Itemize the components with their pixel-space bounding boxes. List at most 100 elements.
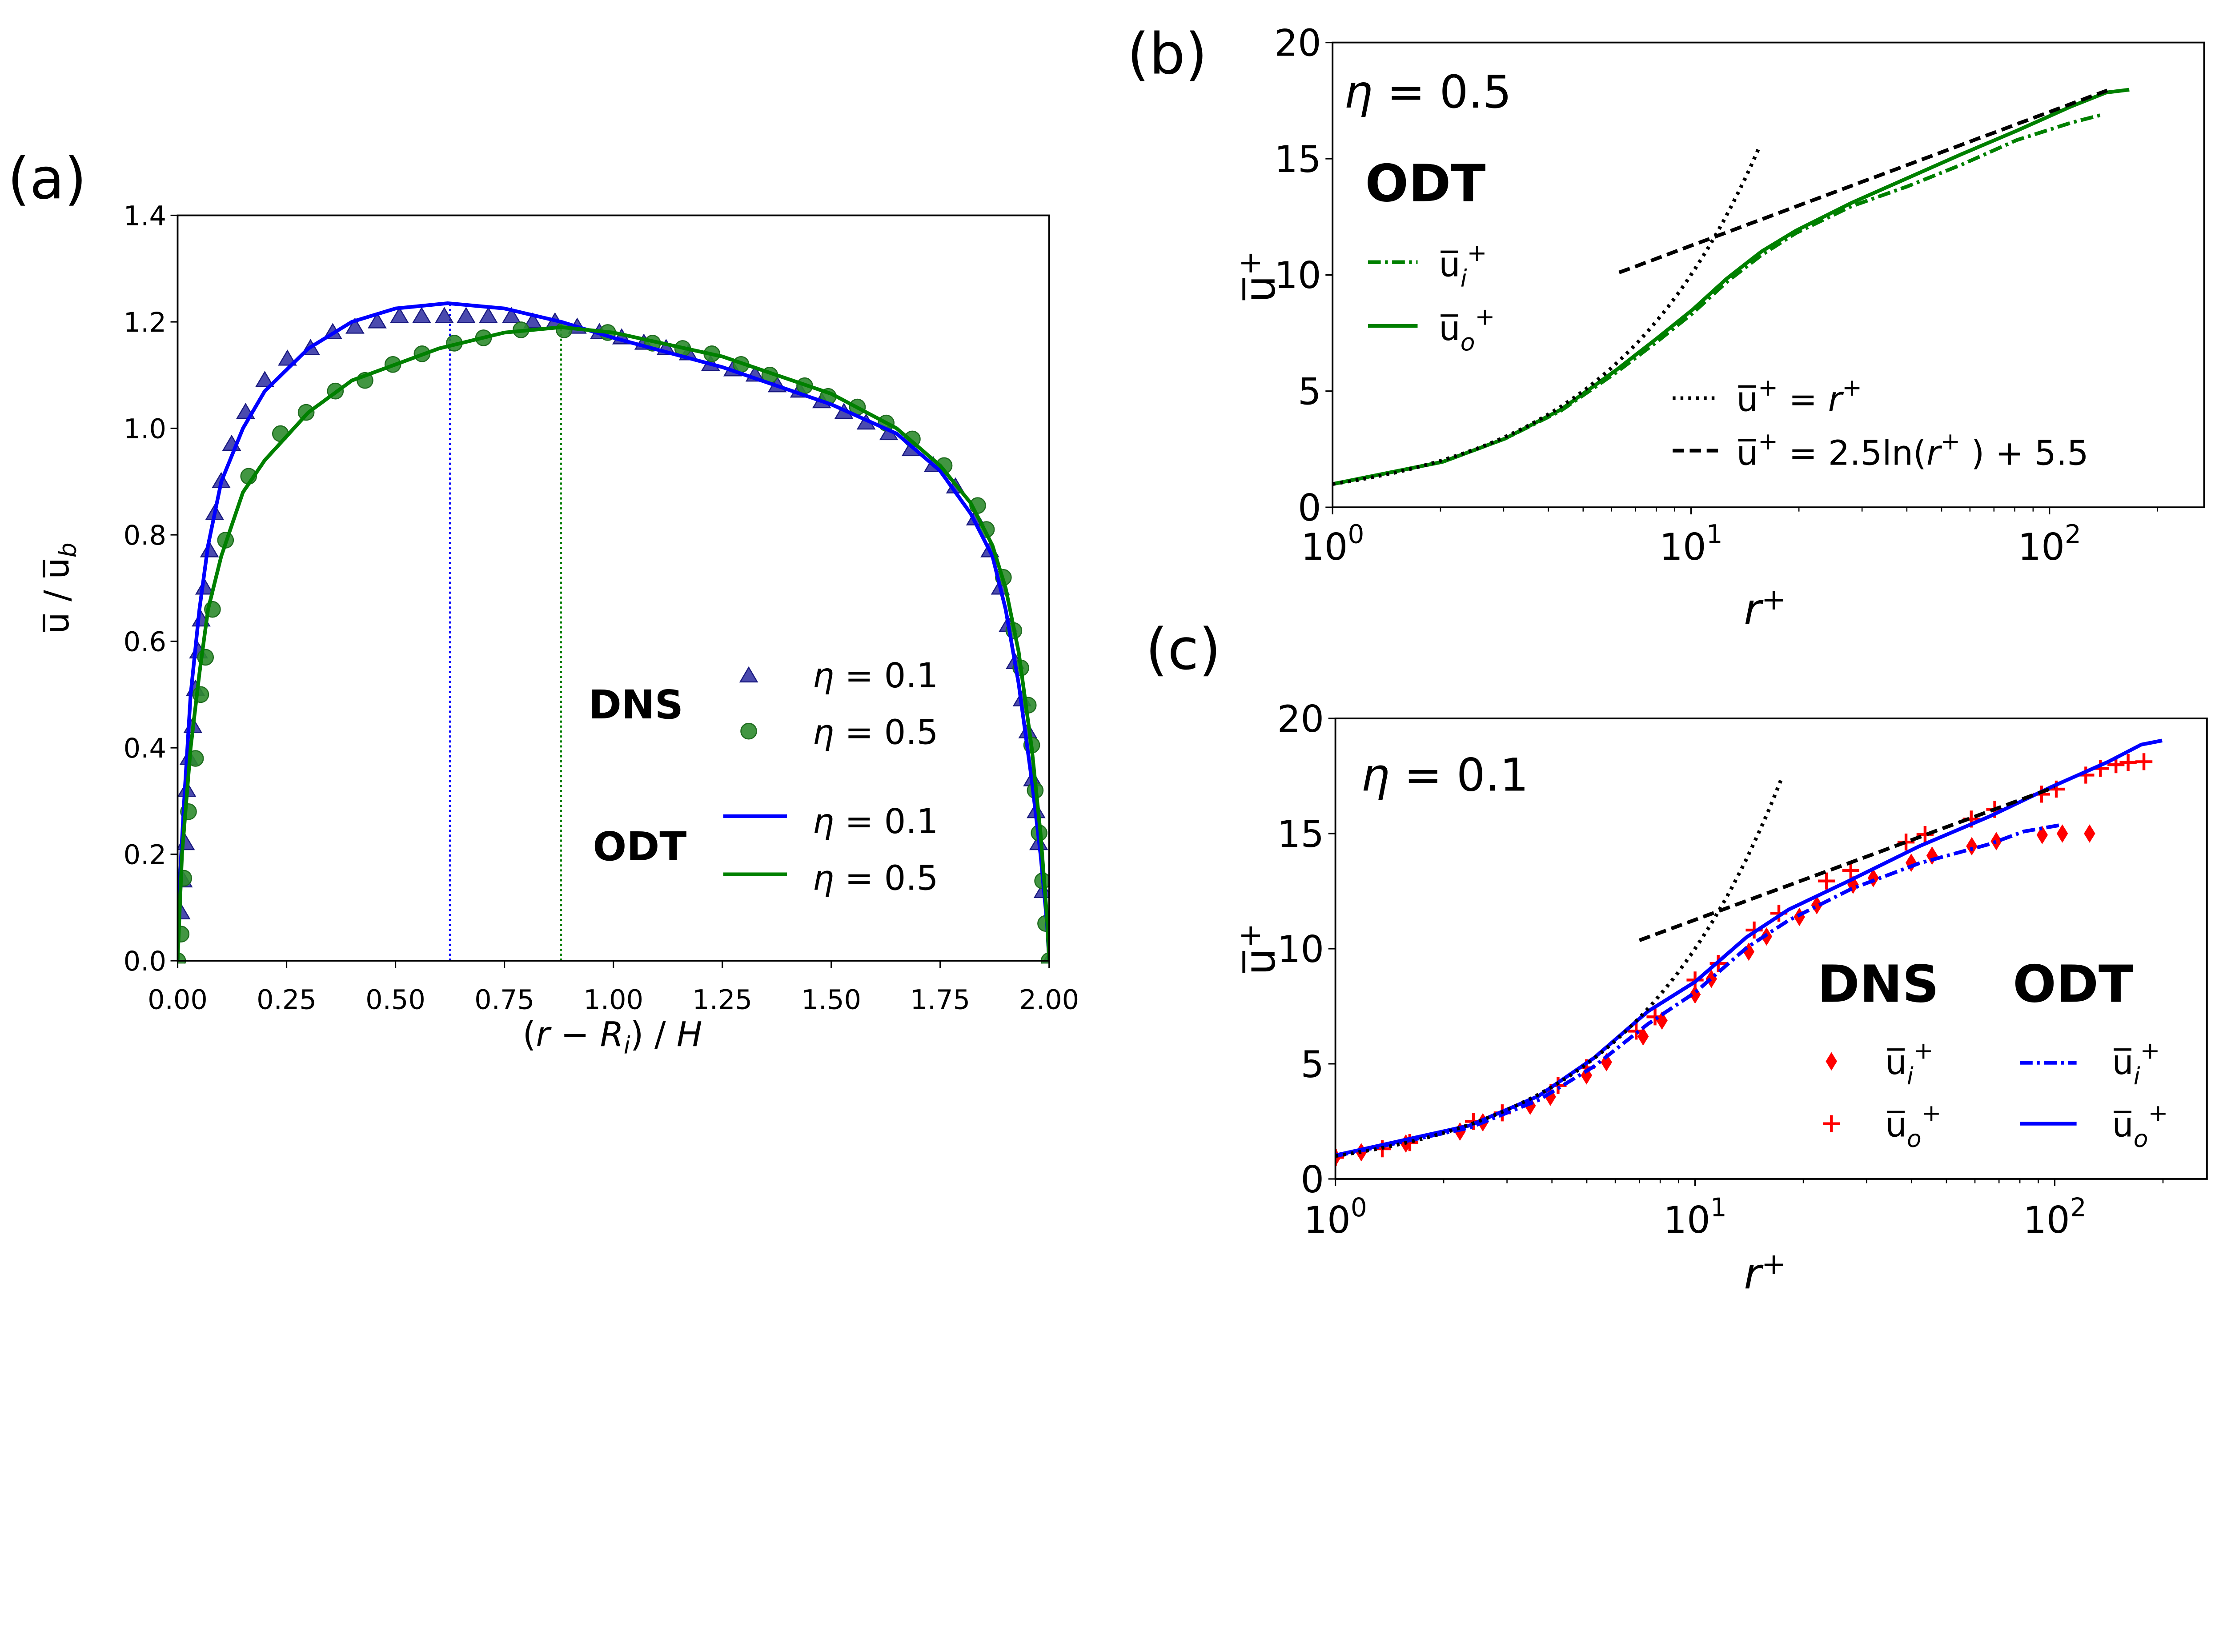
panel-c-x-axis-label: r+	[1744, 1246, 1786, 1299]
data-point-triangle	[390, 307, 409, 323]
data-point-triangle	[456, 307, 476, 323]
text-span: 0.8	[124, 520, 166, 551]
data-point-triangle	[523, 312, 542, 329]
legend-label: η = 0.1	[812, 656, 938, 696]
series-layer	[1335, 738, 2163, 1167]
text-span: +	[1842, 373, 1862, 401]
data-point-plus	[2119, 754, 2137, 771]
y-tick-label: 20	[1274, 21, 1321, 64]
panel-label: (a)	[8, 146, 87, 212]
x-tick-label: 100	[1304, 1192, 1367, 1242]
panel-c-y-axis-label: u̅+	[1232, 923, 1285, 975]
text-span: = 2.5ln(	[1778, 433, 1926, 473]
text-span: η	[812, 713, 834, 752]
y-tick-label: 0.8	[124, 520, 166, 551]
text-span: (c)	[1145, 617, 1221, 682]
text-span: 0.50	[365, 984, 425, 1015]
y-tick-label: 1.4	[124, 200, 166, 232]
tick-exponent: 2	[2070, 1192, 2087, 1223]
tick-exponent: 0	[1348, 519, 1364, 549]
text-span: = 0.5	[1372, 66, 1511, 119]
text-span: 10	[1277, 928, 1324, 971]
legend-label: u̅i+	[2112, 1037, 2160, 1090]
data-point-diamond	[2056, 824, 2068, 843]
data-point-triangle	[368, 312, 387, 329]
data-point-triangle	[478, 307, 498, 323]
eta-annotation: η = 0.1	[1361, 749, 1529, 802]
data-point-diamond	[1966, 837, 1978, 856]
text-span: 1.75	[910, 984, 970, 1015]
y-tick-label: 1.2	[124, 307, 166, 338]
y-tick-label: 0.0	[124, 946, 166, 977]
legend-label: η = 0.5	[812, 859, 938, 898]
text-span: 2.00	[1019, 984, 1079, 1015]
text-span: (b)	[1127, 22, 1207, 88]
x-tick-label: 1.50	[801, 984, 861, 1015]
text-span: = 0.1	[1390, 749, 1529, 802]
text-span: u̅	[1439, 309, 1460, 349]
text-span: u̅	[1885, 1105, 1906, 1145]
text-span: 15	[1277, 813, 1324, 856]
legend-title-odt: ODT	[2013, 955, 2133, 1014]
y-tick-label: 15	[1277, 813, 1324, 856]
series-line-2	[177, 301, 1049, 961]
y-tick-label: 0.4	[124, 733, 166, 764]
text-span: u̅	[1737, 380, 1758, 419]
text-span: +	[2140, 1037, 2160, 1065]
y-tick-label: 0	[1300, 1158, 1324, 1201]
x-tick-label: 102	[2018, 519, 2081, 569]
x-tick-label: 0.75	[474, 984, 534, 1015]
text-span: = 0.5	[834, 713, 938, 752]
text-span: 1.2	[124, 307, 166, 338]
data-point-diamond	[1990, 832, 2002, 850]
text-span: ODT	[2013, 955, 2133, 1014]
text-span: 10	[1274, 254, 1321, 297]
text-span: 0.00	[148, 984, 208, 1015]
legend-label: η = 0.1	[812, 802, 938, 842]
text-span: r	[1828, 380, 1844, 419]
series-line-2	[1335, 823, 2061, 1158]
text-span: o	[1461, 328, 1475, 356]
text-span: ODT	[1365, 154, 1486, 214]
text-span: DNS	[1817, 955, 1939, 1014]
text-span: +	[2148, 1099, 2168, 1127]
tick-base: 10	[1304, 1199, 1350, 1242]
series-line-4	[1335, 775, 1785, 1158]
text-span: = 0.1	[834, 656, 938, 696]
series-line-1	[1332, 88, 2130, 486]
data-point-diamond	[1811, 896, 1823, 914]
text-span: i	[2134, 1062, 2140, 1090]
text-span: 1.25	[692, 984, 752, 1015]
series-line-5	[1638, 785, 2055, 942]
legend-marker-plus	[1823, 1115, 1840, 1132]
text-span: η	[812, 802, 834, 842]
figure-container: (a) 0.0 0.2 0.4 0.6 0.8 1.0 1.2 1.4 0.00 0.25 0.50 0…	[8, 21, 2208, 1299]
legend-label: u̅o+	[2112, 1099, 2168, 1152]
data-point-diamond	[1926, 846, 1938, 865]
data-point-plus	[2135, 753, 2153, 770]
text-span: o	[2134, 1124, 2148, 1152]
y-tick-label: 0	[1298, 486, 1321, 529]
data-point-diamond	[1905, 854, 1917, 872]
series-line-3	[1618, 88, 2108, 274]
text-span: +	[1914, 1037, 1934, 1065]
x-tick-label: 100	[1301, 519, 1364, 569]
text-span: (a)	[8, 146, 87, 212]
text-span: =	[1778, 380, 1828, 419]
text-span: +	[1758, 373, 1778, 401]
x-tick-label: 2.00	[1019, 984, 1079, 1015]
data-point-triangle	[434, 307, 454, 323]
tick-base: 10	[1301, 525, 1348, 569]
text-span: 20	[1274, 21, 1321, 64]
legend-label: u̅+ = r+	[1737, 373, 1862, 419]
axes-frame	[1332, 41, 2205, 509]
text-span: +	[1922, 1099, 1942, 1127]
text-span: η	[1361, 749, 1390, 802]
text-span: +	[1758, 427, 1778, 455]
legend-marker-triangle	[739, 666, 758, 683]
text-span: 0	[1300, 1158, 1324, 1201]
text-span: η	[812, 656, 834, 696]
x-tick-label: 102	[2023, 1192, 2086, 1242]
y-tick-label: 5	[1300, 1043, 1324, 1086]
